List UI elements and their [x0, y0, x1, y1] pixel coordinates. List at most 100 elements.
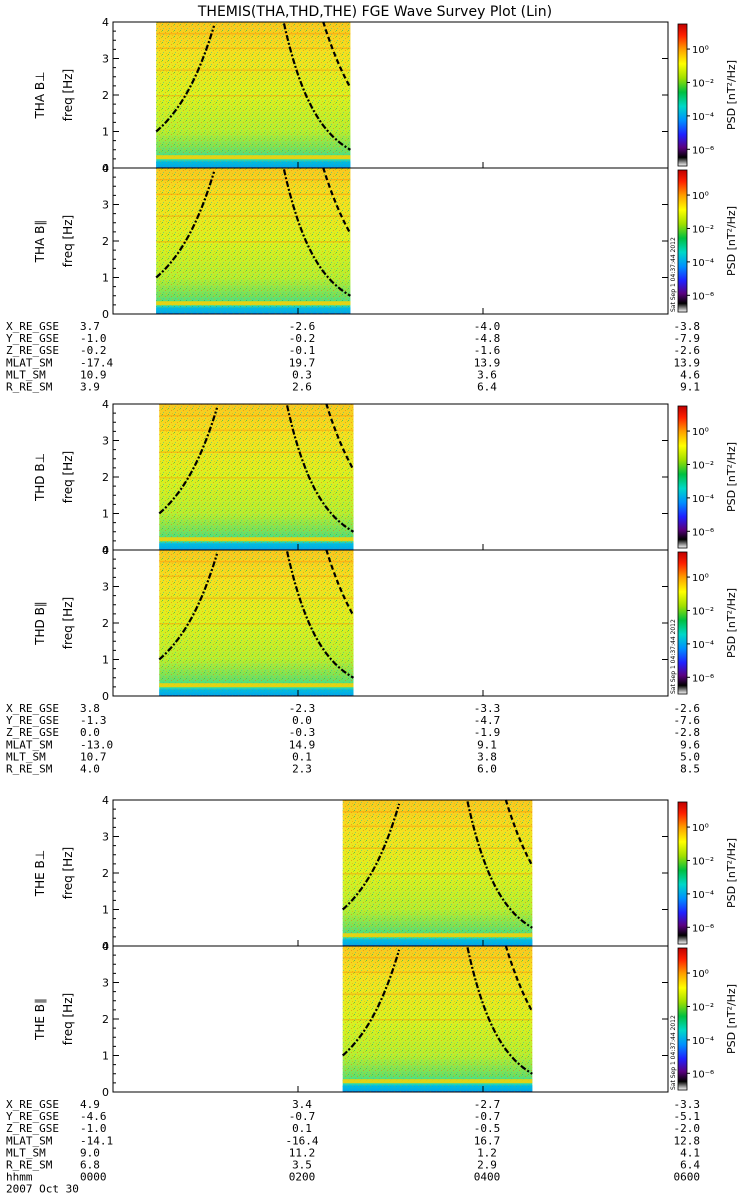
colorbar-label: PSD [nT²/Hz]: [725, 588, 738, 658]
y-tick-label: 3: [102, 435, 109, 448]
spectrogram-harmonic: [156, 178, 351, 181]
colorbar-tick-label: 10⁻²: [692, 224, 714, 235]
spectrogram-panel-tha-bperp: 0 1 2 3 4 THA B⊥ freq [Hz] 10⁰ 10⁻² 10⁻⁴ 10⁻⁶ PSD […: [33, 16, 738, 175]
ephemeris-table-thd: X_RE_GSE 3.8 -2.3 -3.3 -2.6Y_RE_GSE -1.3 0.0 -4…: [6, 702, 700, 776]
y-tick-label: 1: [102, 1050, 109, 1063]
ephem-value: -2.6: [674, 702, 701, 715]
colorbar-tick-label: 10⁻⁴: [692, 112, 714, 123]
y-tick-label: 2: [102, 867, 109, 880]
colorbar-tick-label: 10⁰: [692, 823, 709, 834]
colorbar: [677, 23, 688, 167]
colorbar-tick-label: 10⁻⁴: [692, 258, 714, 269]
y-tick-label: 1: [102, 126, 109, 139]
ephem-value: 2.6: [292, 381, 312, 394]
ephemeris-layer: X_RE_GSE 3.7 -2.6 -4.0 -3.8Y_RE_GSE -1.0 -0.2-…: [6, 320, 700, 1196]
ephem-value: 13.9: [474, 356, 501, 369]
ephem-label: MLT_SM: [6, 368, 46, 381]
spectrogram-band: [342, 933, 533, 938]
ephem-value: 0.1: [292, 750, 312, 763]
colorbar-label: PSD [nT²/Hz]: [725, 984, 738, 1054]
ephem-value: -17.4: [80, 356, 113, 369]
ephem-label: hhmm: [6, 1171, 33, 1184]
ephem-value: 4.9: [80, 1098, 100, 1111]
cyclotron-curve-left: [158, 553, 219, 661]
cyclotron-curve-right: [466, 801, 533, 929]
spectrogram-band: [156, 301, 351, 306]
colorbar-tick-label: 10⁻²: [692, 856, 714, 867]
spectrogram-band: [342, 1085, 533, 1092]
ephem-value: -3.3: [674, 1098, 701, 1111]
spectrogram-panel-the-bpar: 0 1 2 3 4 THE B∥ freq [Hz] 10⁰ 10⁻² 10⁻⁴ 10⁻⁶ PSD […: [33, 940, 738, 1099]
y-tick-label: 4: [102, 940, 109, 953]
freq-axis-label: freq [Hz]: [61, 847, 75, 899]
ephem-label: X_RE_GSE: [6, 320, 59, 333]
figure-title: THEMIS(THA,THD,THE) FGE Wave Survey Plot…: [197, 4, 552, 20]
y-tick-label: 4: [102, 794, 109, 807]
panel-label: THE B∥: [33, 998, 47, 1041]
ephem-value: 9.6: [680, 738, 700, 751]
ephem-value: -1.0: [80, 1122, 107, 1135]
y-tick-label: 3: [102, 977, 109, 990]
ephem-value: -5.1: [674, 1110, 701, 1123]
cyclotron-curve-left: [158, 407, 219, 515]
ephem-value: 5.0: [680, 750, 700, 763]
ephem-value: 0.1: [292, 1122, 312, 1135]
date-label: 2007 Oct 30: [6, 1183, 79, 1196]
ephem-label: MLT_SM: [6, 1146, 46, 1159]
y-tick-label: 2: [102, 89, 109, 102]
spectrogram-harmonic: [156, 69, 351, 71]
ephem-value: -4.0: [474, 320, 501, 333]
ephem-value: 0600: [674, 1171, 701, 1184]
freq-axis-label: freq [Hz]: [61, 597, 75, 649]
ephem-value: -0.7: [289, 1110, 316, 1123]
spectrogram-band: [156, 307, 351, 314]
cyclotron-curve-edge: [325, 549, 355, 617]
colorbar-label: PSD [nT²/Hz]: [725, 60, 738, 130]
y-tick-label: 3: [102, 581, 109, 594]
ephem-value: 6.8: [80, 1159, 100, 1172]
ephem-value: 3.8: [80, 702, 100, 715]
ephem-value: -13.0: [80, 738, 113, 751]
ephem-label: Z_RE_GSE: [6, 726, 59, 739]
ephem-label: R_RE_SM: [6, 381, 53, 394]
timestamp-stamp: Sat Sep 1 04:37:44 2012: [670, 237, 677, 312]
spectrogram-band: [159, 689, 354, 696]
ephemeris-table-tha: X_RE_GSE 3.7 -2.6 -4.0 -3.8Y_RE_GSE -1.0 -0.2-…: [6, 320, 700, 394]
spectrogram-band: [156, 161, 351, 168]
colorbar-tick-label: 10⁻⁴: [692, 494, 714, 505]
spectrogram-harmonic: [159, 429, 354, 432]
ephem-value: -0.5: [474, 1122, 501, 1135]
colorbar-tick-label: 10⁻⁴: [692, 890, 714, 901]
y-tick-label: 0: [102, 162, 109, 175]
spectrogram-band: [159, 683, 354, 688]
ephem-value: -0.2: [289, 332, 316, 345]
ephem-label: MLT_SM: [6, 750, 46, 763]
y-tick-label: 1: [102, 272, 109, 285]
colorbar-tick-label: 10⁰: [692, 427, 709, 438]
ephem-value: -4.8: [474, 332, 501, 345]
cyclotron-curve-right: [282, 169, 351, 297]
ephem-label: R_RE_SM: [6, 1159, 53, 1172]
cyclotron-curve-edge: [322, 167, 352, 235]
ephem-label: X_RE_GSE: [6, 702, 59, 715]
ephem-label: MLAT_SM: [6, 738, 53, 751]
colorbar: [677, 801, 688, 945]
ephem-value: 3.9: [80, 381, 100, 394]
ephem-value: -7.6: [674, 714, 701, 727]
y-tick-label: 4: [102, 162, 109, 175]
ephem-value: -4.6: [80, 1110, 107, 1123]
ephem-value: -2.7: [474, 1098, 501, 1111]
spectrogram-panel-tha-bpar: 0 1 2 3 4 THA B∥ freq [Hz] 10⁰ 10⁻² 10⁻⁴ 10⁻⁶ PSD […: [33, 162, 738, 321]
colorbar-tick-label: 10⁻⁶: [692, 673, 714, 684]
spectrogram-panel-thd-bpar: 0 1 2 3 4 THD B∥ freq [Hz] 10⁰ 10⁻² 10⁻⁴ 10⁻⁶ PSD […: [33, 544, 738, 703]
cyclotron-curve-right: [286, 551, 355, 679]
ephem-value: 8.5: [680, 763, 700, 776]
colorbar-label: PSD [nT²/Hz]: [725, 206, 738, 276]
spectrogram-harmonic: [342, 810, 533, 813]
y-tick-label: 1: [102, 654, 109, 667]
ephem-value: 19.7: [289, 356, 316, 369]
ephem-value: -2.8: [674, 726, 701, 739]
spectrogram-noise: [156, 168, 351, 314]
cyclotron-curve-edge: [322, 21, 352, 89]
cyclotron-curve-edge: [504, 799, 534, 867]
